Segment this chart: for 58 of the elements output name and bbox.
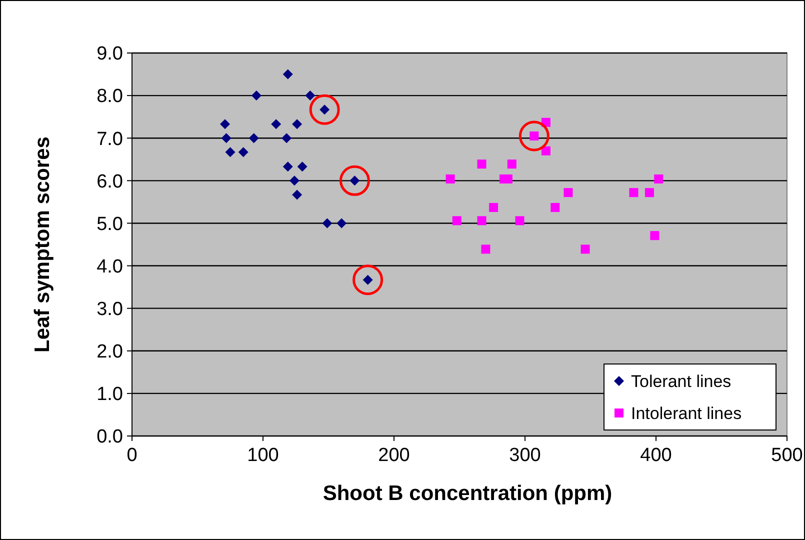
point [503,174,512,184]
point [251,90,262,101]
y-tick-label: 7.0 [96,128,123,150]
y-axis-title: Leaf symptom scores [31,136,54,352]
x-tick-label: 0 [126,445,138,466]
point [564,188,573,198]
y-tick-label: 8.0 [96,86,123,108]
point [289,176,300,186]
y-tick-label: 6.0 [96,171,123,192]
y-tick-label: 5.0 [96,214,123,235]
point [322,218,332,228]
point [282,162,293,172]
x-tick-label: 200 [378,445,410,466]
point [238,147,248,158]
point [654,174,664,184]
point [339,165,370,196]
y-tick-label: 0.0 [96,426,123,448]
point [518,120,550,152]
legend-label: Tolerant lines [631,372,732,391]
point [221,133,232,144]
point [309,94,340,125]
x-axis-title: Shoot B concentration (ppm) [322,482,612,505]
point [507,160,516,169]
x-tick-label: 400 [640,445,672,466]
y-tick-label: 9.0 [96,44,123,65]
point [282,133,292,144]
y-tick-label: 4.0 [96,256,123,278]
point [282,69,293,80]
point [271,119,282,130]
point [489,202,498,212]
y-tick-label: 3.0 [96,298,123,320]
x-tick-label: 500 [771,445,803,466]
x-tick-label: 300 [509,445,541,466]
point [477,160,486,169]
point [297,162,308,172]
point [336,218,347,228]
point [650,231,660,240]
point [292,119,302,130]
x-tick-label: 100 [247,445,279,466]
point [477,216,486,226]
point [446,174,455,184]
point [629,188,638,198]
point [305,90,316,101]
point [248,133,259,144]
y-tick-label: 2.0 [96,342,123,363]
point [580,244,590,254]
legend-label: Intolerant lines [631,404,742,423]
point [225,147,236,158]
point [220,119,230,130]
point [292,190,302,200]
point [541,146,550,156]
point [644,188,654,198]
point [550,202,560,212]
point [352,264,384,296]
point [515,216,524,226]
point [452,216,462,226]
y-tick-label: 1.0 [96,384,123,406]
point [481,244,490,254]
